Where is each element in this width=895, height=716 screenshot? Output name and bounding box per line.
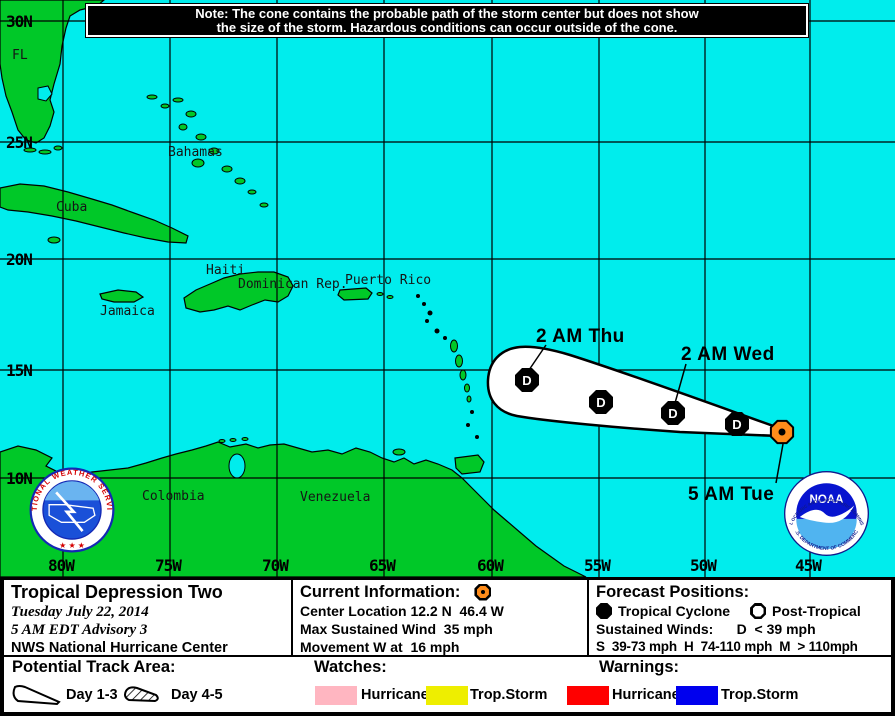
day13-label: Day 1-3 xyxy=(66,687,118,703)
movement: Movement W at 16 mph xyxy=(300,639,460,655)
forecast-map: D D D D 30N 25N 20N 15N 10N 80W 75W 70W 65W 60W 55W 50… xyxy=(0,0,895,577)
hispaniola-landmass xyxy=(183,271,294,313)
puerto-rico-landmass xyxy=(337,287,373,301)
nws-logo: NATIONAL WEATHER SERVICE ★ ★ ★ xyxy=(29,467,115,553)
post-tropical-icon xyxy=(750,603,767,619)
place-label: Cuba xyxy=(56,200,88,215)
issuing-office: NWS National Hurricane Center xyxy=(11,640,228,656)
latitude-label: 20N xyxy=(6,250,33,269)
day13-cone-icon xyxy=(12,685,61,706)
svg-text:D: D xyxy=(668,406,677,421)
max-sustained-wind: Max Sustained Wind 35 mph xyxy=(300,621,493,637)
noaa-wordmark: NOAA xyxy=(809,494,844,506)
bahamas-islands xyxy=(146,94,269,208)
day45-cone-icon xyxy=(124,686,159,703)
sustained-winds-line: Sustained Winds: D < 39 mph xyxy=(596,621,816,637)
trop-storm-watch-swatch xyxy=(426,686,468,705)
trop-storm-warning-label: Trop.Storm xyxy=(721,687,799,703)
place-label: FL xyxy=(12,48,28,63)
current-position-marker xyxy=(769,419,795,445)
warnings-header: Warnings: xyxy=(599,658,680,676)
cuba-landmass xyxy=(0,183,189,244)
potential-track-header: Potential Track Area: xyxy=(12,658,176,676)
forecast-time-label: 2 AM Thu xyxy=(536,326,625,347)
forecast-time-label: 2 AM Wed xyxy=(681,344,775,365)
longitude-label: 75W xyxy=(155,556,182,575)
place-label: Puerto Rico xyxy=(345,273,432,288)
forecast-point-marker: D xyxy=(725,412,749,436)
latitude-label: 30N xyxy=(6,12,33,31)
lake-okeechobee xyxy=(37,85,53,102)
trop-storm-watch-label: Trop.Storm xyxy=(470,687,548,703)
forecast-point-marker: D xyxy=(515,368,539,392)
watches-header: Watches: xyxy=(314,658,387,676)
florida-landmass xyxy=(0,0,105,144)
forecast-point-marker: D xyxy=(589,390,613,414)
longitude-label: 50W xyxy=(690,556,717,575)
tropical-cyclone-icon xyxy=(596,603,612,619)
place-label: Colombia xyxy=(142,489,205,504)
note-line-1: Note: The cone contains the probable pat… xyxy=(195,6,699,21)
longitude-label: 70W xyxy=(262,556,289,575)
advisory-number: 5 AM EDT Advisory 3 xyxy=(11,622,148,638)
place-label: Haiti xyxy=(206,263,246,278)
advisory-date: Tuesday July 22, 2014 xyxy=(11,604,149,620)
current-information-header: Current Information: xyxy=(300,583,461,601)
current-position-icon xyxy=(474,583,492,601)
trinidad-landmass xyxy=(454,454,485,475)
current-information-section: Current Information: Center Location 12.… xyxy=(293,580,589,655)
day45-label: Day 4-5 xyxy=(171,687,223,703)
hurricane-warning-swatch xyxy=(567,686,609,705)
storm-summary-section: Tropical Depression Two Tuesday July 22,… xyxy=(4,580,293,656)
longitude-label: 60W xyxy=(477,556,504,575)
center-location: Center Location 12.2 N 46.4 W xyxy=(300,603,504,619)
info-panel: Tropical Depression Two Tuesday July 22,… xyxy=(0,577,895,716)
place-label: Dominican Rep. xyxy=(238,277,348,292)
longitude-label: 65W xyxy=(369,556,396,575)
info-row: Tropical Depression Two Tuesday July 22,… xyxy=(4,580,891,657)
longitude-label: 80W xyxy=(48,556,75,575)
noaa-logo: NOAA NATIONAL OCEANIC AND ATMOSPHERIC AD… xyxy=(784,471,869,556)
seagull-icon xyxy=(799,505,855,523)
hurricane-watch-label: Hurricane xyxy=(361,687,429,703)
lake-maracaibo xyxy=(228,453,246,479)
legend-row: Potential Track Area: Watches: Warnings:… xyxy=(4,657,891,712)
place-label: Venezuela xyxy=(300,490,371,505)
latitude-label: 10N xyxy=(6,469,33,488)
place-label: Bahamas xyxy=(168,145,223,160)
hurricane-watch-swatch xyxy=(315,686,357,705)
lightning-icon xyxy=(55,491,84,532)
south-america-landmass xyxy=(0,441,587,577)
forecast-cone xyxy=(486,345,781,438)
latitude-label: 25N xyxy=(6,133,33,152)
storm-title: Tropical Depression Two xyxy=(11,582,223,602)
note-line-2: the size of the storm. Hazardous conditi… xyxy=(216,19,678,35)
forecast-track: D D D D xyxy=(515,344,795,484)
forecast-positions-header: Forecast Positions: xyxy=(596,583,750,601)
forecast-positions-section: Forecast Positions: Tropical Cyclone Pos… xyxy=(589,580,891,655)
svg-text:D: D xyxy=(732,417,741,432)
hurricane-warning-label: Hurricane xyxy=(612,687,680,703)
trop-storm-warning-swatch xyxy=(676,686,718,705)
forecast-point-marker: D xyxy=(661,401,685,425)
post-tropical-label: Post-Tropical xyxy=(772,603,861,619)
note-banner: Note: The cone contains the probable pat… xyxy=(86,4,808,37)
jamaica-landmass xyxy=(99,289,145,303)
forecast-time-label: 5 AM Tue xyxy=(688,484,775,505)
longitude-label: 45W xyxy=(795,556,822,575)
lesser-antilles-islands xyxy=(416,294,479,439)
longitude-label: 55W xyxy=(584,556,611,575)
land-shapes xyxy=(0,0,587,577)
svg-text:D: D xyxy=(522,373,531,388)
svg-text:D: D xyxy=(596,395,605,410)
tropical-cyclone-label: Tropical Cyclone xyxy=(618,603,731,619)
wind-scale-line: S 39-73 mph H 74-110 mph M > 110mph xyxy=(596,639,858,654)
latitude-label: 15N xyxy=(6,361,33,380)
place-label: Jamaica xyxy=(100,304,155,319)
nws-stars: ★ ★ ★ xyxy=(59,541,85,550)
